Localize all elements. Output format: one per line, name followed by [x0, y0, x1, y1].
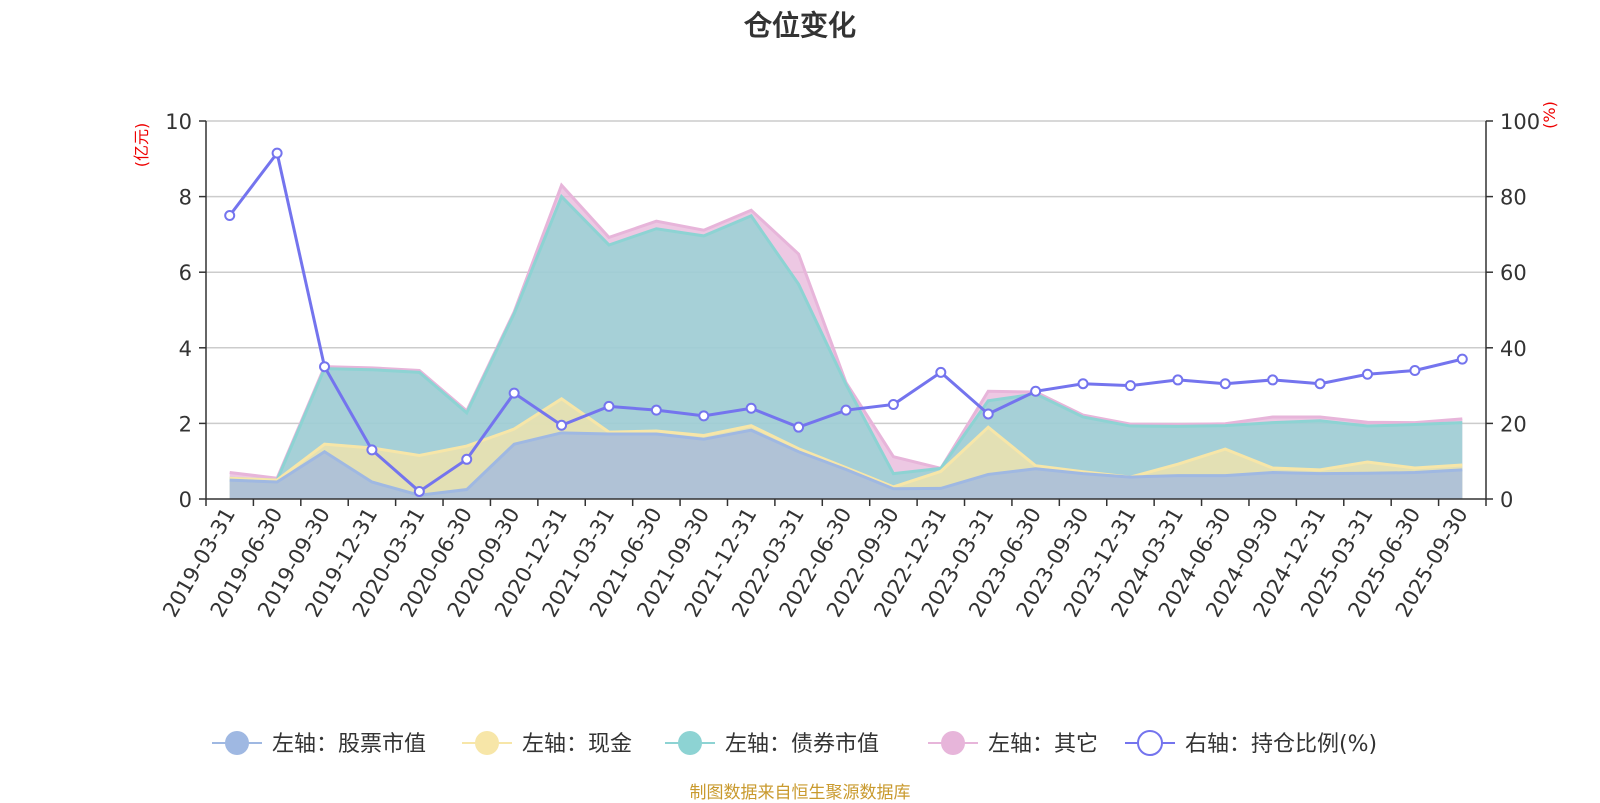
line-layer	[224, 147, 1468, 497]
legend-label: 左轴：现金	[522, 732, 632, 757]
position-ratio-point	[1219, 378, 1231, 390]
position-ratio-point	[982, 408, 994, 420]
position-ratio-point	[1267, 374, 1279, 386]
position-ratio-point	[271, 147, 283, 159]
position-ratio-point	[650, 404, 662, 416]
position-ratio-point	[1030, 385, 1042, 397]
position-ratio-point	[1124, 380, 1136, 392]
right-axis-tick-label: 60	[1500, 261, 1527, 285]
position-ratio-point	[1409, 364, 1421, 376]
legend-label: 右轴：持仓比例(%)	[1185, 732, 1377, 757]
position-ratio-point	[1456, 353, 1468, 365]
right-axis-tick-label: 40	[1500, 337, 1527, 361]
area-edge-1	[229, 428, 1463, 497]
position-ratio-point	[1172, 374, 1184, 386]
position-ratio-point	[461, 453, 473, 465]
legend-swatch-marker	[1137, 730, 1163, 756]
legend-swatch-marker	[475, 731, 499, 755]
position-ratio-point	[698, 410, 710, 422]
position-ratio-point	[603, 400, 615, 412]
left-axis-tick-label: 8	[179, 186, 192, 210]
area-layer	[229, 182, 1463, 499]
legend-swatch-marker	[225, 731, 249, 755]
position-ratio-point	[1077, 378, 1089, 390]
right-axis-tick-label: 100	[1500, 110, 1540, 134]
position-ratio-point	[224, 210, 236, 221]
left-axis-tick-label: 10	[165, 110, 192, 134]
left-axis-unit: (亿元)	[132, 123, 151, 168]
position-ratio-point	[413, 485, 425, 497]
left-axis-tick-label: 6	[179, 261, 192, 285]
legend-swatch-marker	[941, 731, 965, 755]
position-ratio-point	[745, 402, 757, 414]
right-axis-unit: (%)	[1540, 101, 1559, 129]
area-1	[229, 430, 1463, 499]
position-ratio-point	[508, 387, 520, 399]
data-source-credit: 制图数据来自恒生聚源数据库	[689, 783, 911, 803]
right-axis-tick-label: 20	[1500, 412, 1527, 436]
position-ratio-point	[556, 419, 568, 431]
axis-layer: (亿元) (%) 02468100204060801002019-03-3120…	[132, 101, 1559, 621]
left-axis-tick-label: 2	[179, 412, 192, 436]
position-ratio-point	[935, 366, 947, 378]
legend-label: 左轴：债券市值	[725, 732, 879, 757]
position-ratio-point	[1314, 378, 1326, 390]
right-axis-tick-label: 80	[1500, 186, 1527, 210]
right-axis-tick-label: 0	[1500, 488, 1513, 512]
position-ratio-point	[366, 444, 378, 456]
position-ratio-point	[319, 361, 331, 373]
legend-label: 左轴：股票市值	[272, 732, 426, 757]
legend: 左轴：股票市值 左轴：现金 左轴：债券市值 左轴：其它 右轴：持仓比例(%)	[212, 730, 1377, 757]
area-edge-2	[229, 397, 1463, 489]
left-axis-tick-label: 4	[179, 337, 192, 361]
chart-title: 仓位变化	[743, 9, 856, 42]
legend-label: 左轴：其它	[988, 732, 1098, 757]
area-edge-3	[229, 193, 1463, 482]
position-ratio-point	[887, 399, 899, 410]
position-ratio-point	[1361, 368, 1373, 380]
position-ratio-point	[840, 404, 852, 416]
legend-swatch-marker	[678, 731, 702, 755]
position-ratio-point	[793, 421, 805, 433]
left-axis-tick-label: 0	[179, 488, 192, 512]
